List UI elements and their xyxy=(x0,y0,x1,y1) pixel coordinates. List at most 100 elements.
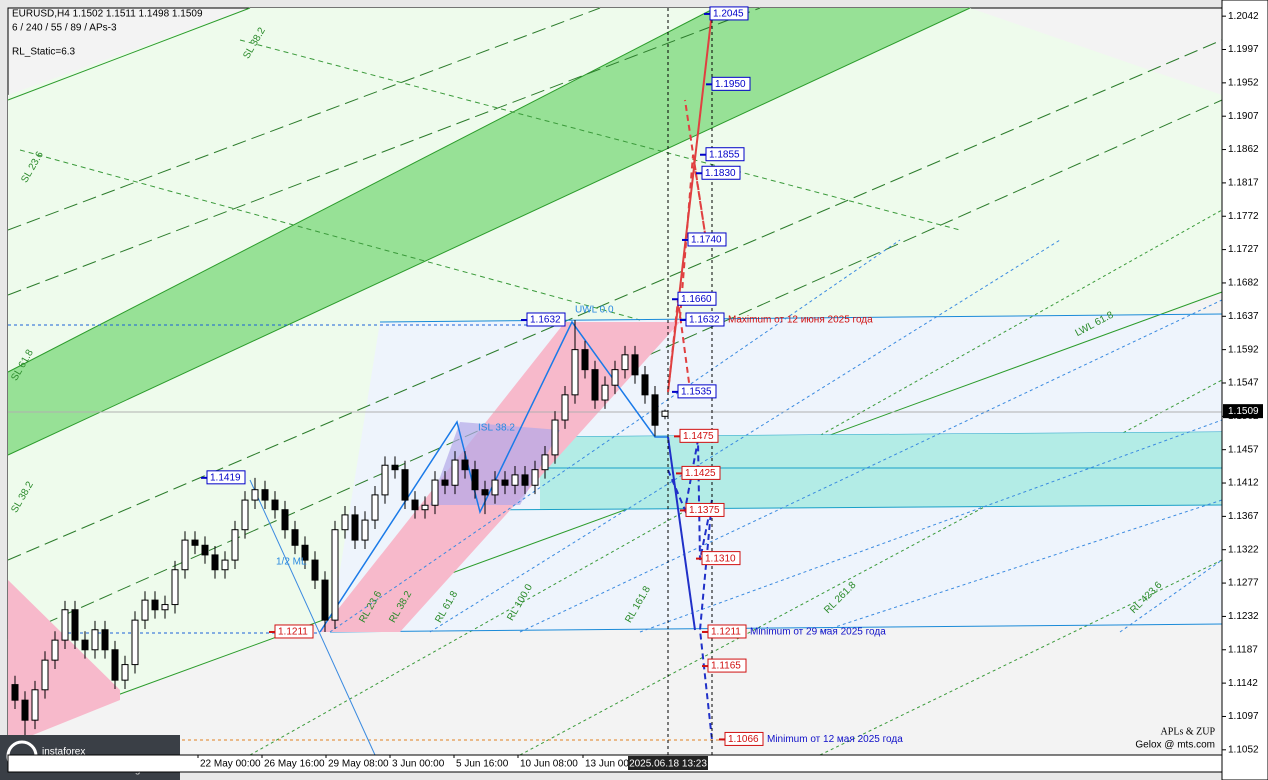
level-label: 1.1740 xyxy=(691,235,722,246)
y-tick-label: 1.1817 xyxy=(1228,178,1259,189)
candle-body xyxy=(401,469,409,501)
y-tick-label: 1.1907 xyxy=(1228,111,1259,122)
candle-body xyxy=(651,394,659,426)
fork-label: UWL 0.0 xyxy=(575,305,614,316)
candle-body xyxy=(641,374,649,396)
level-label: 1.1211 xyxy=(711,627,741,638)
watermark-author: Gelox @ mts.com xyxy=(1135,740,1215,751)
x-tick-label: 29 May 08:00 xyxy=(328,759,389,770)
candle-body xyxy=(421,504,429,511)
candle-body xyxy=(271,499,279,511)
level-label: 1.2045 xyxy=(713,9,744,20)
y-tick-label: 1.1457 xyxy=(1228,444,1259,455)
level-label: 1.1375 xyxy=(689,505,720,516)
y-tick-label: 1.1322 xyxy=(1228,544,1259,555)
level-label: 1.1425 xyxy=(685,468,716,479)
current-price: 1.1509 xyxy=(1228,406,1259,417)
current-price-bg xyxy=(1223,404,1263,419)
y-tick-label: 1.1277 xyxy=(1228,578,1259,589)
candle-body xyxy=(441,479,449,486)
candle-body xyxy=(131,619,139,666)
candle-body xyxy=(491,479,499,496)
level-box xyxy=(707,658,747,673)
candle-body xyxy=(481,489,489,496)
candle-body xyxy=(51,639,59,661)
logo-name: instaforex xyxy=(42,747,85,758)
candle-body xyxy=(461,459,469,471)
cursor-time-bg xyxy=(628,756,708,770)
level-box xyxy=(709,6,749,21)
candle-body xyxy=(101,629,109,651)
candle-body xyxy=(581,349,589,371)
candle-body xyxy=(31,689,39,721)
header-symbol: EURUSD,H4 1.1502 1.1511 1.1498 1.1509 xyxy=(12,9,203,20)
candle-body xyxy=(571,349,579,396)
level-label: 1.1310 xyxy=(705,553,736,564)
candle-body xyxy=(431,479,439,506)
candle-body xyxy=(551,419,559,456)
candle-body xyxy=(281,509,289,531)
level-label: 1.1950 xyxy=(715,79,746,90)
level-box xyxy=(679,428,719,443)
level-label: 1.1632 xyxy=(689,315,720,326)
candle-body xyxy=(151,599,159,611)
candle-body xyxy=(371,494,379,521)
level-box xyxy=(707,624,747,639)
y-tick-label: 1.1862 xyxy=(1228,144,1259,155)
candle-body xyxy=(231,529,239,561)
candle-body xyxy=(41,659,49,691)
level-box xyxy=(206,470,246,485)
level-note: Minimum от 29 мая 2025 года xyxy=(750,627,886,638)
candle-body xyxy=(321,579,329,621)
y-tick-label: 1.1682 xyxy=(1228,278,1259,289)
level-note: Maximum от 12 июня 2025 года xyxy=(728,315,873,326)
level-box xyxy=(685,312,725,327)
y-tick-label: 1.1052 xyxy=(1228,744,1259,755)
y-tick-label: 1.1997 xyxy=(1228,44,1259,55)
level-box xyxy=(701,551,741,566)
fork-drawing xyxy=(7,7,1223,756)
candle-body xyxy=(121,664,129,681)
candle-body xyxy=(61,609,69,641)
fork-label: 1/2 ML xyxy=(276,557,307,568)
candle-body xyxy=(621,354,629,371)
candle-body xyxy=(351,514,359,541)
candle-body xyxy=(311,559,319,581)
candle-body xyxy=(161,604,169,611)
candle-body xyxy=(471,469,479,491)
level-label: 1.1419 xyxy=(210,472,241,483)
candle-body xyxy=(451,459,459,486)
header-params: 6 / 240 / 55 / 89 / APs-3 xyxy=(12,23,117,34)
x-tick-label: 5 Jun 16:00 xyxy=(456,759,509,770)
candle-body xyxy=(501,479,509,486)
candle-body xyxy=(361,519,369,541)
level-label: 1.1830 xyxy=(705,168,736,179)
candle-body xyxy=(81,639,89,651)
candle-body xyxy=(111,649,119,681)
level-label: 1.1855 xyxy=(709,149,740,160)
candle-body xyxy=(541,454,549,471)
level-label: 1.1660 xyxy=(681,294,712,305)
y-tick-label: 1.1547 xyxy=(1228,378,1259,389)
y-tick-label: 1.1367 xyxy=(1228,511,1259,522)
candle-body xyxy=(191,539,199,546)
candle-body xyxy=(631,354,639,376)
level-box xyxy=(705,147,745,162)
candle-body xyxy=(301,544,309,561)
level-box xyxy=(526,312,566,327)
time-axis-bg xyxy=(7,754,1223,773)
level-box xyxy=(711,76,751,91)
candle-body xyxy=(661,410,669,417)
candle-body xyxy=(71,609,79,641)
level-box xyxy=(677,384,717,399)
y-tick-label: 1.1232 xyxy=(1228,611,1259,622)
y-tick-label: 1.2042 xyxy=(1228,11,1259,22)
candle-body xyxy=(241,499,249,531)
candle-body xyxy=(521,474,529,486)
level-label: 1.1165 xyxy=(711,661,741,672)
y-tick-label: 1.1097 xyxy=(1228,711,1259,722)
header-static: RL_Static=6.3 xyxy=(12,47,76,58)
level-label: 1.1211 xyxy=(278,627,308,638)
